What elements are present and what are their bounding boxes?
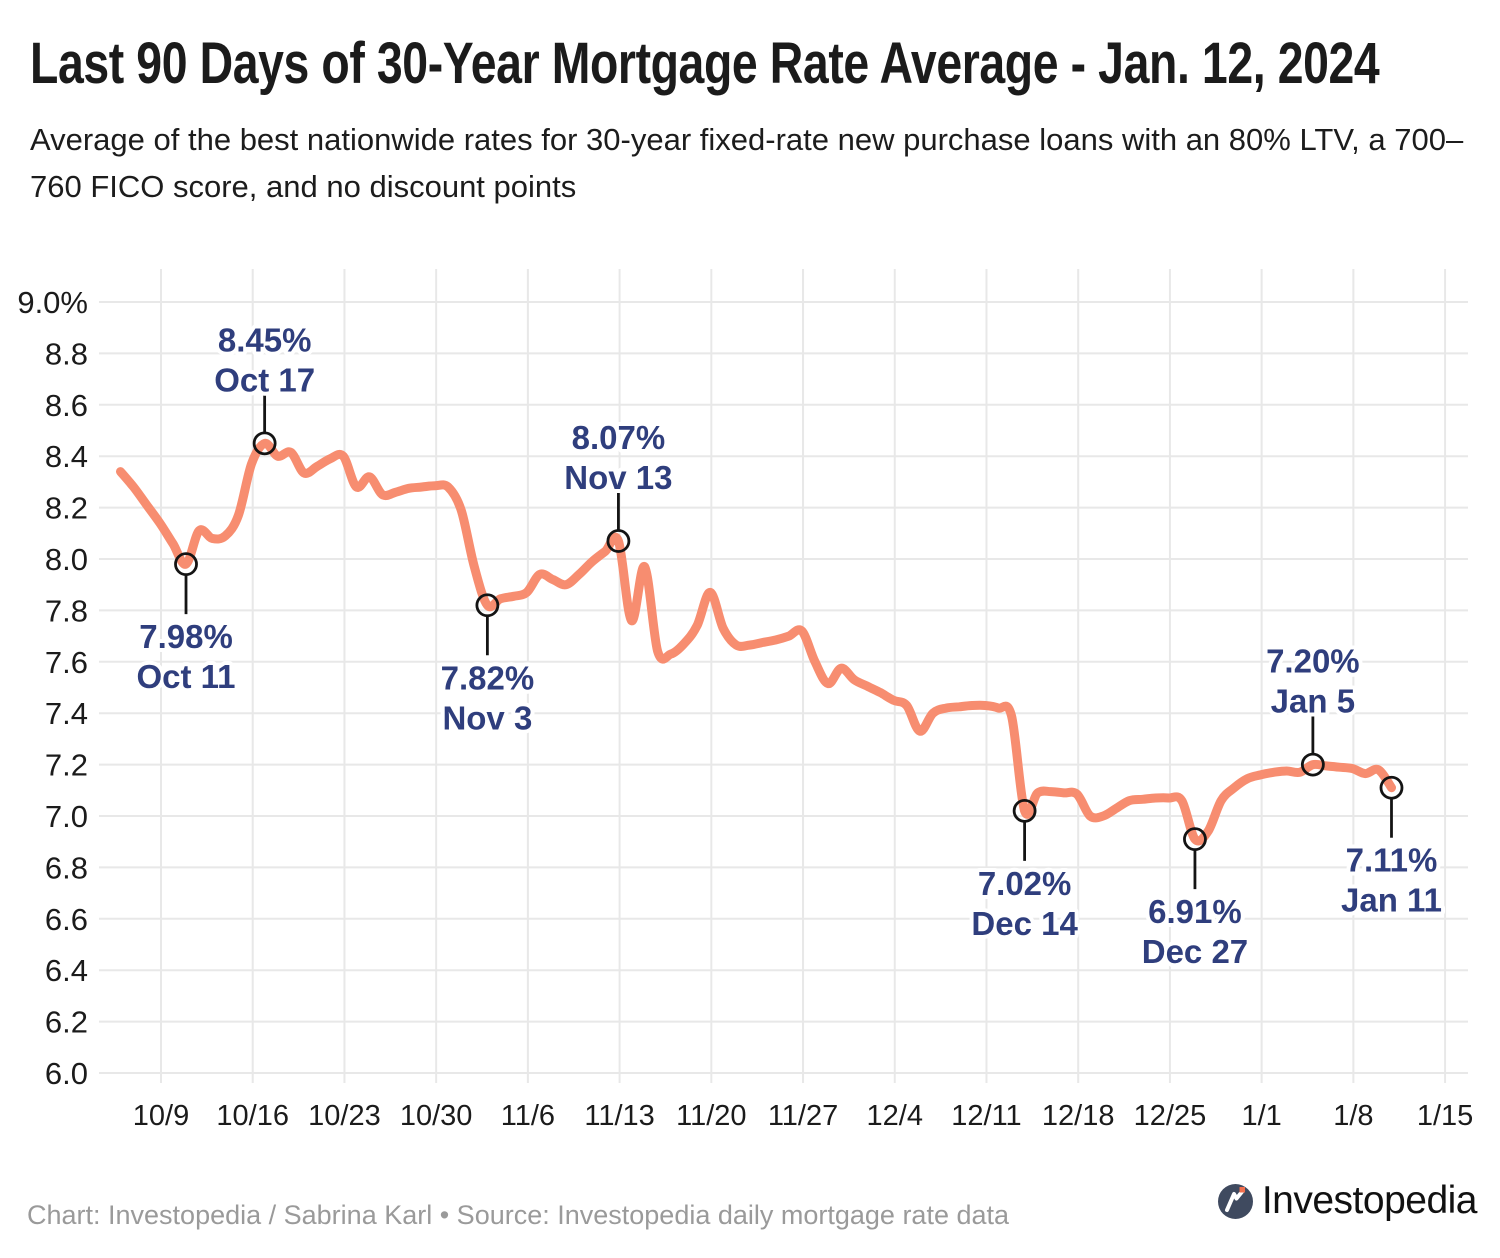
- y-axis-label: 6.6: [45, 902, 88, 937]
- rate-line: [116, 438, 1396, 846]
- annotation-dec-27: 6.91%Dec 27: [1138, 827, 1252, 974]
- y-axis-label: 7.8: [45, 593, 88, 628]
- annotation-marker: [1183, 827, 1207, 852]
- chart-subtitle-line1: Average of the best nationwide rates for…: [30, 122, 1464, 157]
- annotation-value: 6.91%: [1148, 893, 1242, 930]
- annotation-marker: [606, 529, 631, 553]
- investopedia-logo-text: Investopedia: [1261, 1179, 1478, 1222]
- annotation-date: Dec 14: [971, 905, 1078, 942]
- y-axis-label: 8.6: [45, 388, 88, 423]
- x-axis-label: 10/16: [216, 1100, 289, 1132]
- x-axis-label: 1/8: [1333, 1100, 1373, 1132]
- annotation-jan-11: 7.11%Jan 11: [1337, 775, 1446, 923]
- y-axis-label: 7.2: [45, 748, 88, 783]
- x-axis-label: 10/23: [308, 1100, 381, 1132]
- y-axis-label: 8.8: [45, 336, 88, 371]
- y-axis-label: 9.0%: [17, 285, 88, 320]
- y-axis-label: 8.0: [45, 542, 88, 577]
- gridlines: [99, 269, 1468, 1083]
- annotation-value: 7.11%: [1346, 842, 1438, 879]
- x-axis-label: 11/27: [768, 1100, 838, 1132]
- annotation-date: Jan 11: [1341, 882, 1442, 919]
- chart-subtitle: Average of the best nationwide rates for…: [30, 116, 1490, 210]
- x-axis-label: 1/1: [1241, 1100, 1281, 1132]
- annotation-jan-5: 7.20%Jan 5: [1262, 639, 1364, 777]
- y-axis-label: 6.0: [45, 1056, 88, 1091]
- annotation-marker: [1300, 752, 1325, 777]
- annotation-marker: [475, 593, 500, 618]
- annotation-nov-3: 7.82%Nov 3: [437, 593, 538, 740]
- chart-subtitle-line2: 760 FICO score, and no discount points: [30, 169, 577, 204]
- y-axis-label: 7.0: [45, 799, 88, 834]
- annotation-date: Oct 11: [136, 658, 235, 695]
- annotation-date: Nov 3: [442, 699, 532, 736]
- investopedia-logo-icon: [1217, 1183, 1253, 1219]
- annotation-oct-11: 7.98%Oct 11: [132, 552, 240, 699]
- x-axis-label: 11/13: [584, 1100, 654, 1132]
- annotations: 7.98%Oct 118.45%Oct 177.82%Nov 38.07%Nov…: [132, 317, 1446, 974]
- annotation-dec-14: 7.02%Dec 14: [967, 798, 1082, 946]
- annotation-date: Nov 13: [564, 459, 672, 496]
- x-axis-label: 12/4: [867, 1100, 923, 1132]
- annotation-marker: [1379, 775, 1404, 800]
- x-axis-label: 11/6: [501, 1100, 555, 1132]
- y-axis-label: 6.4: [45, 953, 88, 988]
- axis-labels: 9.0% 8.8 8.6 8.4 8.2 8.0 7.8 7.6 7.4 7.2 7.0 6.8 6.6…: [17, 285, 1473, 1132]
- annotation-nov-13: 8.07%Nov 13: [560, 415, 677, 553]
- annotation-value: 8.45%: [218, 321, 312, 358]
- annotation-value: 8.07%: [572, 419, 666, 456]
- x-axis-label: 10/30: [400, 1100, 473, 1132]
- chart-credit: Chart: Investopedia / Sabrina Karl • Sou…: [27, 1200, 1010, 1230]
- investopedia-logo: Investopedia: [1217, 1179, 1478, 1223]
- annotation-date: Jan 5: [1271, 683, 1355, 720]
- y-axis-label: 6.8: [45, 850, 88, 885]
- x-axis-label: 11/20: [676, 1100, 746, 1132]
- annotation-value: 7.98%: [139, 618, 233, 655]
- x-axis-label: 10/9: [133, 1100, 189, 1132]
- y-axis-label: 7.4: [45, 696, 88, 731]
- annotation-marker: [174, 552, 198, 577]
- page-title: Last 90 Days of 30-Year Mortgage Rate Av…: [30, 31, 1380, 96]
- annotation-date: Oct 17: [214, 361, 315, 398]
- annotation-value: 7.82%: [441, 659, 535, 696]
- annotation-oct-17: 8.45%Oct 17: [210, 317, 319, 456]
- y-axis-label: 7.6: [45, 645, 88, 680]
- x-axis-label: 1/15: [1417, 1100, 1473, 1132]
- x-axis-label: 12/11: [951, 1100, 1021, 1132]
- annotation-date: Dec 27: [1142, 933, 1248, 970]
- annotation-value: 7.02%: [978, 865, 1072, 902]
- y-axis-label: 6.2: [45, 1005, 88, 1040]
- annotation-value: 7.20%: [1266, 643, 1360, 680]
- rate-line-group: [116, 438, 1396, 846]
- annotation-marker: [1012, 798, 1037, 823]
- y-axis-label: 8.2: [45, 491, 88, 526]
- annotation-marker: [252, 431, 277, 456]
- x-axis-label: 12/18: [1042, 1100, 1115, 1132]
- x-axis-label: 12/25: [1134, 1100, 1207, 1132]
- y-axis-label: 8.4: [45, 439, 88, 474]
